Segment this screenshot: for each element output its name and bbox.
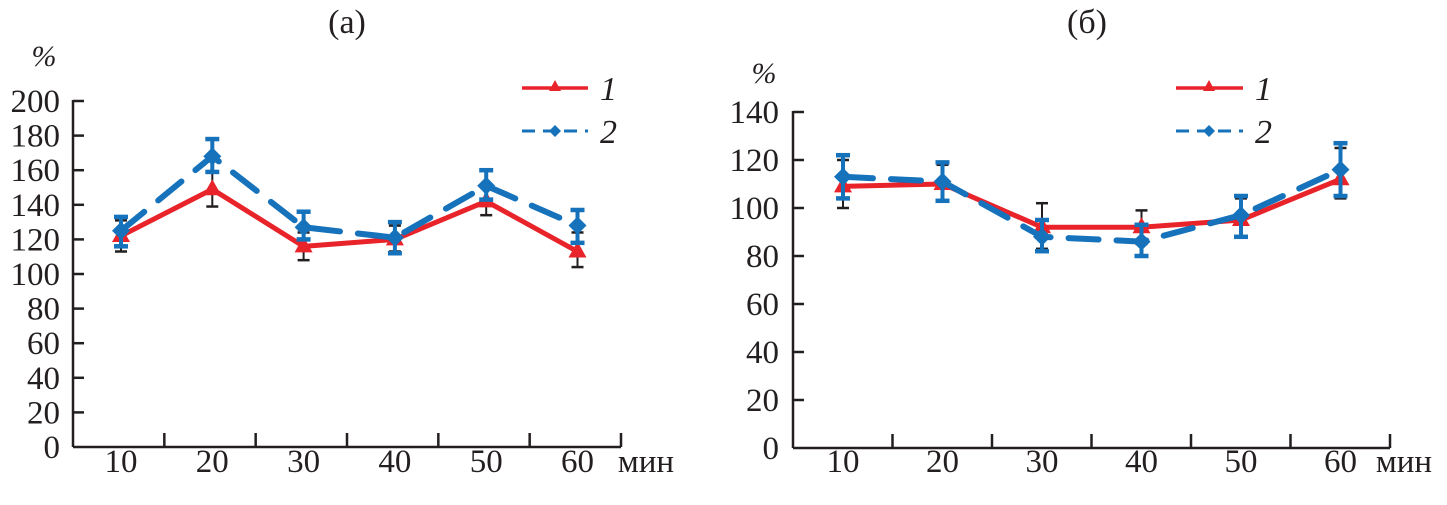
legend-series-1-label: 1	[1255, 71, 1272, 108]
series-2	[834, 140, 1350, 259]
diamond-marker	[477, 176, 496, 195]
legend-series-2-diamond-marker	[549, 125, 561, 137]
x-tick-label: 50	[1225, 444, 1258, 480]
panel-a-y-unit-label: %	[32, 40, 57, 73]
y-tick-label: 100	[730, 191, 780, 227]
x-tick-label: 10	[105, 444, 138, 480]
diamond-marker	[1132, 232, 1151, 251]
x-tick-label: 20	[926, 444, 959, 480]
series-line	[842, 176, 1342, 230]
x-tick-label: 40	[1125, 444, 1158, 480]
panel-b-y-tick-labels: 0 20 40 60 80 100 120 140	[730, 95, 780, 467]
y-tick-label: 40	[27, 361, 60, 397]
x-tick-label: 40	[378, 444, 411, 480]
diamond-marker	[203, 147, 222, 166]
y-tick-label: 80	[27, 292, 60, 328]
y-tick-label: 180	[11, 119, 61, 155]
y-tick-label: 20	[746, 383, 779, 419]
panel-a-x-tick-labels: 10 20 30 40 50 60	[105, 444, 595, 480]
legend-series-2-label: 2	[600, 114, 617, 151]
series-2	[112, 136, 587, 256]
panel-a-title: (а)	[328, 4, 366, 41]
y-tick-label: 200	[11, 84, 61, 120]
x-tick-label: 30	[1026, 444, 1059, 480]
panel-b-x-unit-label: мин	[1376, 444, 1432, 480]
legend-series-1-triangle-marker	[1203, 80, 1215, 91]
y-tick-label: 20	[27, 395, 60, 431]
diamond-marker	[1033, 227, 1051, 246]
legend-series-1-label: 1	[600, 71, 617, 108]
series-line	[840, 166, 1344, 245]
legend-series-2-diamond-marker	[1203, 125, 1215, 137]
panel-b-legend: 1 2	[1176, 71, 1272, 151]
panel-b-y-unit-label: %	[752, 57, 777, 90]
y-tick-label: 60	[746, 287, 779, 323]
legend-series-1-triangle-marker	[549, 80, 561, 91]
diamond-marker	[385, 228, 404, 247]
panel-a-x-unit-label: мин	[618, 444, 674, 480]
triangle-marker	[294, 236, 313, 253]
y-tick-label: 100	[11, 257, 61, 293]
diamond-marker	[933, 172, 952, 191]
diamond-marker	[834, 167, 852, 186]
diamond-marker	[294, 218, 313, 237]
triangle-marker	[203, 179, 222, 196]
x-tick-label: 20	[196, 444, 229, 480]
panel-b: (б) % мин 0 20 40 60 80 100 120 140 10 20 30 40 50 6…	[730, 4, 1433, 480]
panel-a-axes	[71, 99, 623, 449]
y-tick-label: 80	[746, 239, 779, 275]
diamond-marker	[1331, 160, 1350, 179]
series-1	[112, 170, 587, 269]
triangle-marker	[568, 241, 587, 258]
panel-b-x-tick-labels: 10 20 30 40 50 60	[827, 444, 1358, 480]
panel-b-plot-area	[834, 140, 1350, 259]
panel-a-plot-area	[112, 136, 587, 269]
x-tick-label: 60	[1324, 444, 1357, 480]
y-tick-label: 0	[763, 431, 780, 467]
series-line	[119, 186, 579, 254]
y-tick-label: 60	[27, 326, 60, 362]
y-tick-label: 120	[730, 143, 780, 179]
panel-b-axes	[791, 110, 1392, 450]
x-tick-label: 10	[827, 444, 860, 480]
y-tick-label: 0	[44, 430, 61, 466]
x-tick-label: 60	[561, 444, 594, 480]
panel-b-title: (б)	[1067, 4, 1107, 41]
x-tick-label: 50	[470, 444, 503, 480]
legend-series-2-label: 2	[1255, 114, 1272, 151]
diamond-marker	[1232, 206, 1250, 225]
series-line	[118, 153, 581, 241]
panel-a-legend: 1 2	[522, 71, 617, 151]
y-tick-label: 120	[11, 222, 61, 258]
y-tick-label: 140	[730, 95, 780, 131]
diamond-marker	[568, 216, 587, 235]
y-tick-label: 140	[11, 188, 61, 224]
y-tick-label: 160	[11, 153, 61, 189]
y-tick-label: 40	[746, 335, 779, 371]
x-tick-label: 30	[287, 444, 320, 480]
diamond-marker	[112, 221, 130, 240]
